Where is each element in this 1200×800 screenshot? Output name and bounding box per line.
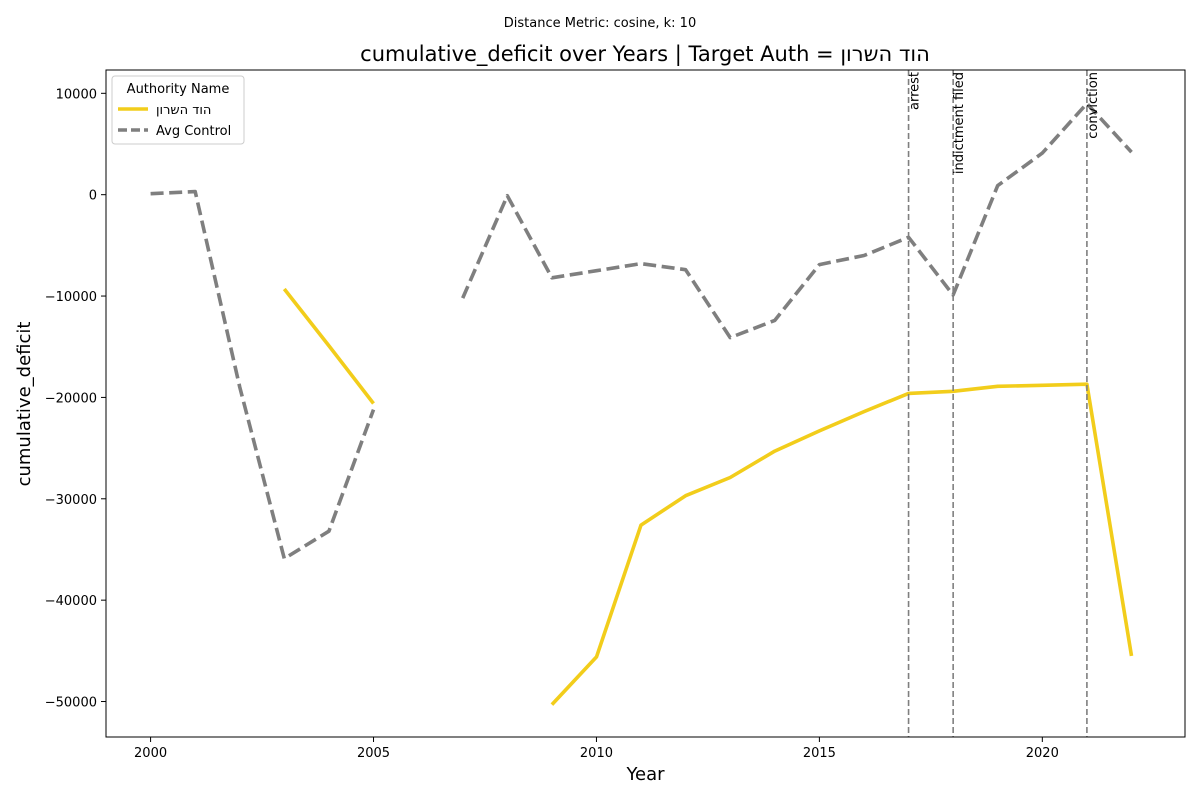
y-tick-label--50000: −50000 bbox=[45, 696, 97, 711]
x-tick-label-2000: 2000 bbox=[134, 746, 167, 761]
y-tick-label--20000: −20000 bbox=[45, 391, 97, 406]
event-label-conviction: conviction bbox=[1086, 72, 1101, 139]
series-line-avg-control-segment-1 bbox=[461, 101, 1133, 340]
y-tick-label-0: 0 bbox=[89, 189, 97, 204]
y-tick-label--30000: −30000 bbox=[45, 493, 97, 508]
y-tick-label--10000: −10000 bbox=[45, 290, 97, 305]
series-line-target-segment-0 bbox=[282, 287, 375, 405]
chart-title: cumulative_deficit over Years | Target A… bbox=[360, 42, 930, 67]
chart-suptitle: Distance Metric: cosine, k: 10 bbox=[504, 16, 696, 31]
plot-area: arrest indictment filed conviction bbox=[150, 70, 1134, 737]
plot-frame bbox=[105, 69, 1186, 738]
legend: Authority Name הוד השרון Avg Control bbox=[111, 75, 245, 145]
series-line-avg-control-segment-0 bbox=[150, 189, 376, 561]
x-tick-label-2005: 2005 bbox=[357, 746, 390, 761]
x-tick-label-2015: 2015 bbox=[803, 746, 836, 761]
x-tick-label-2010: 2010 bbox=[580, 746, 613, 761]
series-line-target-segment-1 bbox=[550, 382, 1134, 706]
legend-label-target: הוד השרון bbox=[156, 103, 211, 118]
axes: 2000 2005 2010 2015 2020 −50000 −40000 −30000 −2… bbox=[45, 69, 1186, 761]
legend-label-avg-control: Avg Control bbox=[156, 124, 231, 139]
x-tick-label-2020: 2020 bbox=[1026, 746, 1059, 761]
x-axis-title: Year bbox=[625, 764, 665, 785]
event-label-indictment-filed: indictment filed bbox=[952, 72, 967, 174]
y-tick-label--40000: −40000 bbox=[45, 594, 97, 609]
y-axis-title: cumulative_deficit bbox=[14, 322, 35, 487]
legend-box bbox=[111, 75, 245, 145]
y-tick-label-10000: 10000 bbox=[56, 87, 97, 102]
event-label-arrest: arrest bbox=[908, 72, 923, 110]
legend-title: Authority Name bbox=[127, 82, 230, 97]
